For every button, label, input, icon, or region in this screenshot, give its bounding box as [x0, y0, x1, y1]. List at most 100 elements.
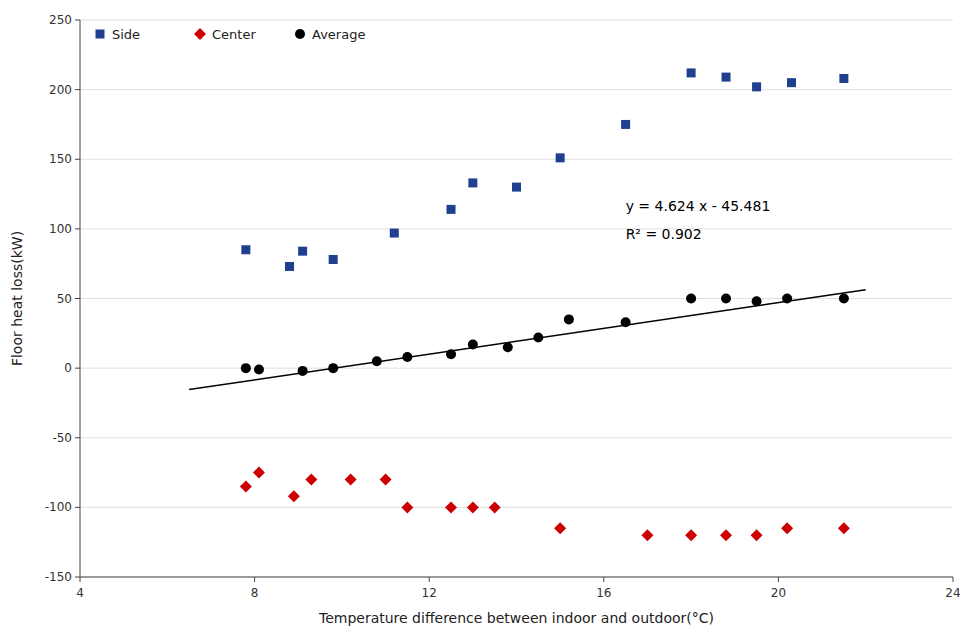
point [401, 501, 413, 513]
point [556, 153, 565, 162]
x-tick [254, 577, 255, 582]
x-tick-label: 4 [76, 586, 84, 600]
series-2 [241, 294, 849, 376]
x-tick [429, 577, 430, 582]
point [687, 68, 696, 77]
series-1 [240, 467, 850, 542]
x-tick [953, 577, 954, 582]
annotation: R² = 0.902 [626, 226, 702, 242]
grid-line [80, 437, 953, 438]
point [721, 294, 731, 304]
point [328, 363, 338, 373]
point [621, 317, 631, 327]
point [241, 363, 251, 373]
point [329, 255, 338, 264]
point [447, 205, 456, 214]
legend-marker [295, 29, 305, 39]
legend: Side Center Average [96, 27, 366, 42]
point [467, 501, 479, 513]
point [503, 342, 513, 352]
point [241, 245, 250, 254]
point [533, 332, 543, 342]
point [720, 529, 732, 541]
point [751, 529, 763, 541]
point [489, 501, 501, 513]
point [752, 296, 762, 306]
grid-line [80, 89, 953, 90]
legend-label: Side [112, 27, 140, 42]
y-tick-label: 150 [49, 152, 72, 166]
grid-line [80, 507, 953, 508]
point [787, 78, 796, 87]
x-tick-label: 8 [251, 586, 259, 600]
point [298, 247, 307, 256]
point [468, 178, 477, 187]
point [839, 74, 848, 83]
x-tick-label: 20 [771, 586, 786, 600]
y-tick [75, 507, 80, 508]
grid [80, 20, 953, 577]
point [254, 365, 264, 375]
trend-line [189, 290, 866, 390]
y-tick-label: -100 [45, 500, 72, 514]
point [372, 356, 382, 366]
y-tick-label: -150 [45, 570, 72, 584]
point [445, 501, 457, 513]
y-tick-label: 250 [49, 13, 72, 27]
y-tick [75, 89, 80, 90]
plot-area [189, 68, 866, 541]
y-tick [75, 298, 80, 299]
point [305, 474, 317, 486]
grid-line [80, 298, 953, 299]
series-0 [241, 68, 848, 271]
point [781, 522, 793, 534]
x-tick [80, 577, 81, 582]
y-tick-label: -50 [52, 431, 72, 445]
y-tick [75, 228, 80, 229]
point [253, 467, 265, 479]
point [686, 294, 696, 304]
grid-line [80, 577, 953, 578]
point [564, 314, 574, 324]
point [345, 474, 357, 486]
grid-line [80, 20, 953, 21]
point [402, 352, 412, 362]
x-axis-label: Temperature difference between indoor an… [318, 610, 714, 626]
point [390, 229, 399, 238]
x-tick-label: 24 [945, 586, 960, 600]
x-axis-line [80, 577, 953, 578]
x-tick-label: 12 [422, 586, 437, 600]
x-tick [603, 577, 604, 582]
x-tick [778, 577, 779, 582]
point [285, 262, 294, 271]
point [512, 183, 521, 192]
point [288, 490, 300, 502]
y-tick [75, 20, 80, 21]
point [839, 294, 849, 304]
grid-line [80, 228, 953, 229]
point [782, 294, 792, 304]
chart: 4812162024-150-100-50050100150200250Temp… [0, 0, 977, 639]
point [240, 480, 252, 492]
y-axis-label: Floor heat loss(kW) [9, 231, 25, 366]
legend-label: Average [312, 27, 365, 42]
point [468, 339, 478, 349]
axes: 4812162024-150-100-50050100150200250 [45, 13, 961, 600]
y-tick [75, 437, 80, 438]
point [298, 366, 308, 376]
legend-label: Center [212, 27, 256, 42]
y-tick-label: 100 [49, 222, 72, 236]
legend-marker [194, 28, 206, 40]
y-tick-label: 0 [64, 361, 72, 375]
annotation: y = 4.624 x - 45.481 [626, 198, 771, 214]
x-tick-label: 16 [596, 586, 611, 600]
annotations: y = 4.624 x - 45.481 R² = 0.902 [626, 198, 771, 242]
point [722, 73, 731, 82]
point [446, 349, 456, 359]
y-tick-label: 50 [57, 292, 72, 306]
grid-line [80, 368, 953, 369]
point [685, 529, 697, 541]
point [380, 474, 392, 486]
y-tick [75, 368, 80, 369]
y-tick [75, 159, 80, 160]
